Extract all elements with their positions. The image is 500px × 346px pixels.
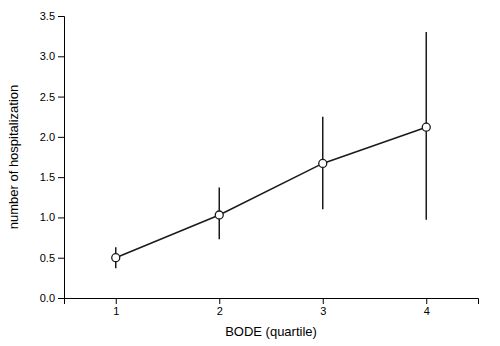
tick-mark [219, 298, 220, 304]
tick-mark [58, 217, 64, 218]
tick-mark [58, 298, 64, 299]
tick-mark [116, 298, 117, 304]
tick-label: 3.0 [40, 50, 55, 62]
plot-area [112, 32, 431, 268]
tick: 0.5 [40, 252, 64, 264]
tick: 3.0 [40, 50, 64, 62]
y-axis: 0.0 0.5 1.0 1.5 2.0 2.5 3.0 3.5 [40, 10, 65, 304]
marker [319, 159, 327, 167]
tick-mark [58, 177, 64, 178]
tick: 0.0 [40, 292, 64, 304]
marker [215, 211, 223, 219]
tick-label: 1 [113, 305, 119, 317]
tick-mark [426, 298, 427, 304]
tick-mark [58, 137, 64, 138]
tick-label: 2.5 [40, 91, 55, 103]
marker [422, 123, 430, 131]
tick: 2.5 [40, 91, 64, 103]
tick: 3 [320, 298, 326, 317]
tick-label: 0.5 [40, 252, 55, 264]
tick-label: 1.0 [40, 211, 55, 223]
tick: 2.0 [40, 131, 64, 143]
tick: 4 [424, 298, 430, 317]
y-axis-title: number of hospitalization [6, 85, 21, 230]
tick-label: 2 [217, 305, 223, 317]
tick: 1.0 [40, 211, 64, 223]
tick-label: 4 [424, 305, 430, 317]
axis-line [65, 299, 479, 305]
tick: 3.5 [40, 10, 64, 22]
tick-label: 2.0 [40, 131, 55, 143]
x-axis-title: BODE (quartile) [225, 324, 317, 339]
tick-label: 0.0 [40, 292, 55, 304]
line [116, 127, 427, 258]
chart: 1 2 3 4 0.0 0.5 1.0 1.5 2.0 2.5 3.0 3.5 BODE (quarti… [0, 0, 500, 346]
tick-mark [58, 97, 64, 98]
tick-mark [323, 298, 324, 304]
tick: 1 [113, 298, 119, 317]
tick-label: 1.5 [40, 171, 55, 183]
tick-mark [58, 16, 64, 17]
tick: 2 [217, 298, 223, 317]
tick-label: 3.5 [40, 10, 55, 22]
axis-line [58, 17, 65, 299]
tick: 1.5 [40, 171, 64, 183]
marker [112, 254, 120, 262]
tick-label: 3 [320, 305, 326, 317]
tick-mark [58, 56, 64, 57]
tick-mark [58, 258, 64, 259]
x-axis: 1 2 3 4 [65, 298, 479, 317]
